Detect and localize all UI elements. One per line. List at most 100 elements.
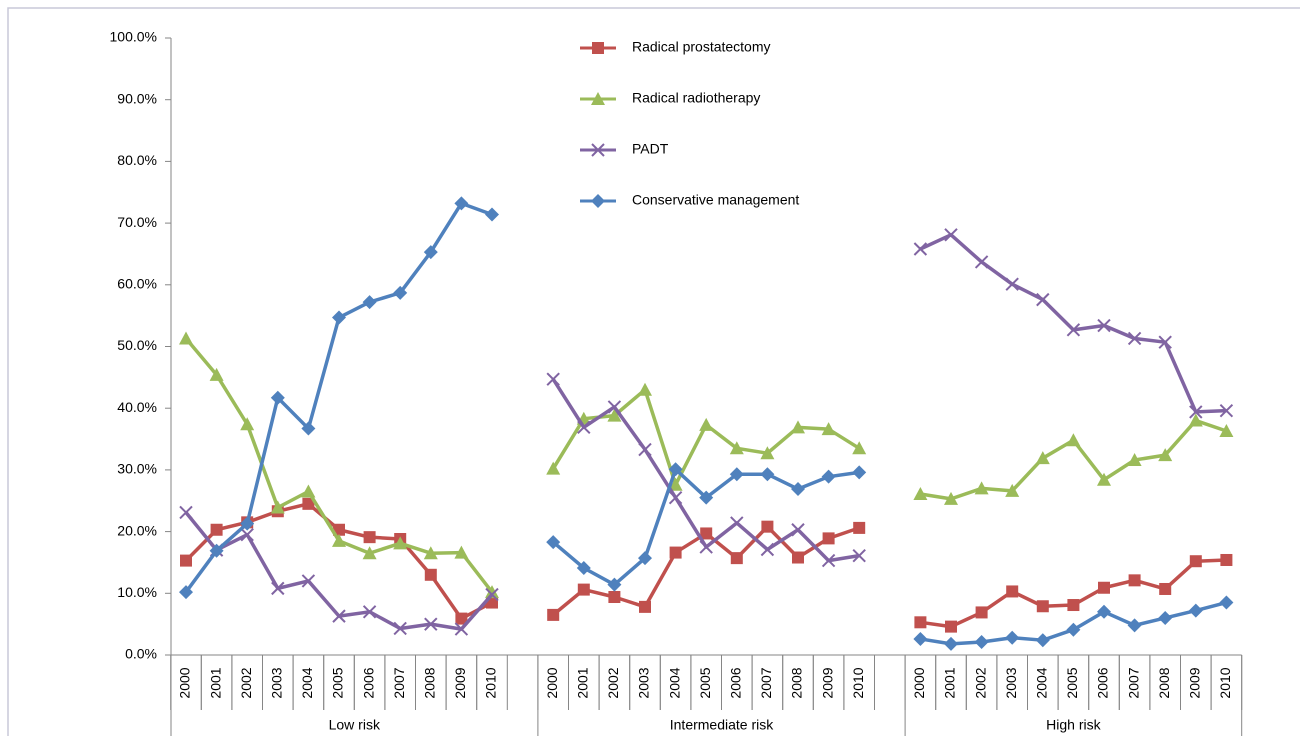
point <box>577 583 590 596</box>
point <box>1158 448 1173 462</box>
point <box>1067 599 1080 612</box>
x-tick-label: 2000 <box>177 667 193 698</box>
point <box>485 587 499 602</box>
point <box>638 382 652 396</box>
point <box>730 552 743 565</box>
point <box>1128 574 1141 587</box>
point <box>1005 483 1020 497</box>
x-tick-label: 2008 <box>789 667 805 698</box>
point <box>591 92 605 105</box>
x-tick-label: 2009 <box>452 667 468 698</box>
point <box>423 546 438 560</box>
point <box>1219 403 1234 418</box>
x-tick-label: 2008 <box>1156 667 1172 698</box>
point <box>362 546 377 560</box>
y-tick-label: 0.0% <box>125 646 157 662</box>
point <box>821 422 836 436</box>
point <box>210 523 223 536</box>
point <box>455 612 468 625</box>
point <box>179 505 193 520</box>
point <box>607 408 622 422</box>
point <box>423 245 438 260</box>
point <box>424 568 437 581</box>
point <box>454 196 469 211</box>
x-tick-label: 2007 <box>758 667 774 698</box>
point <box>700 527 713 540</box>
point <box>791 482 805 497</box>
point <box>362 295 377 310</box>
point <box>945 620 957 633</box>
point <box>822 532 835 545</box>
y-tick-label: 70.0% <box>117 214 157 230</box>
point <box>270 500 285 514</box>
x-tick-label: 2006 <box>728 667 744 698</box>
point <box>1066 622 1081 637</box>
point <box>1219 424 1234 438</box>
x-tick-label: 2002 <box>972 667 988 698</box>
point <box>852 465 867 480</box>
x-tick-label: 2010 <box>483 667 499 698</box>
x-tick-label: 2005 <box>697 667 713 698</box>
point <box>362 605 377 619</box>
x-tick-label: 2001 <box>942 667 958 698</box>
point <box>852 441 867 455</box>
point <box>1097 318 1111 333</box>
point <box>485 585 499 599</box>
point <box>179 331 193 345</box>
point <box>301 421 316 436</box>
point <box>974 481 989 495</box>
point <box>760 467 775 482</box>
x-tick-label: 2002 <box>238 667 254 698</box>
point <box>668 462 683 477</box>
point <box>332 310 346 325</box>
point <box>393 621 407 636</box>
point <box>913 486 928 500</box>
point <box>1005 277 1019 291</box>
point <box>454 622 469 636</box>
point <box>1127 331 1142 346</box>
point <box>791 420 805 434</box>
y-tick-label: 80.0% <box>117 152 157 168</box>
x-tick-label: 2006 <box>360 667 376 698</box>
point <box>791 523 805 537</box>
point <box>591 143 605 157</box>
chart-frame <box>7 7 1300 736</box>
point <box>393 285 408 300</box>
point <box>1219 595 1234 610</box>
point <box>852 548 866 563</box>
point <box>546 461 561 475</box>
point <box>576 561 591 576</box>
point <box>821 469 836 484</box>
point <box>546 535 561 550</box>
x-tick-label: 2004 <box>1034 667 1050 698</box>
point <box>1158 610 1173 625</box>
point <box>1036 600 1049 613</box>
point <box>668 477 683 491</box>
point <box>1189 405 1203 419</box>
x-tick-label: 2007 <box>1125 667 1141 698</box>
series-line <box>184 233 1227 631</box>
point <box>1158 335 1172 349</box>
point <box>914 616 927 629</box>
point <box>760 542 775 557</box>
point <box>913 631 928 646</box>
group-label: Intermediate risk <box>670 717 774 733</box>
point <box>592 42 604 54</box>
point <box>485 207 499 222</box>
x-tick-label: 2005 <box>1064 667 1080 698</box>
x-tick-label: 2003 <box>269 667 285 698</box>
point <box>180 554 192 567</box>
x-tick-label: 2008 <box>422 667 438 698</box>
point <box>792 551 804 564</box>
point <box>271 581 285 596</box>
point <box>424 617 438 631</box>
point <box>760 446 775 460</box>
group-label: Low risk <box>329 717 381 733</box>
y-tick-label: 20.0% <box>117 522 157 538</box>
point <box>270 390 285 405</box>
x-tick-label: 2005 <box>330 667 346 698</box>
point <box>668 490 683 505</box>
x-tick-label: 2006 <box>1095 667 1111 698</box>
point <box>730 516 744 530</box>
point <box>547 608 560 621</box>
